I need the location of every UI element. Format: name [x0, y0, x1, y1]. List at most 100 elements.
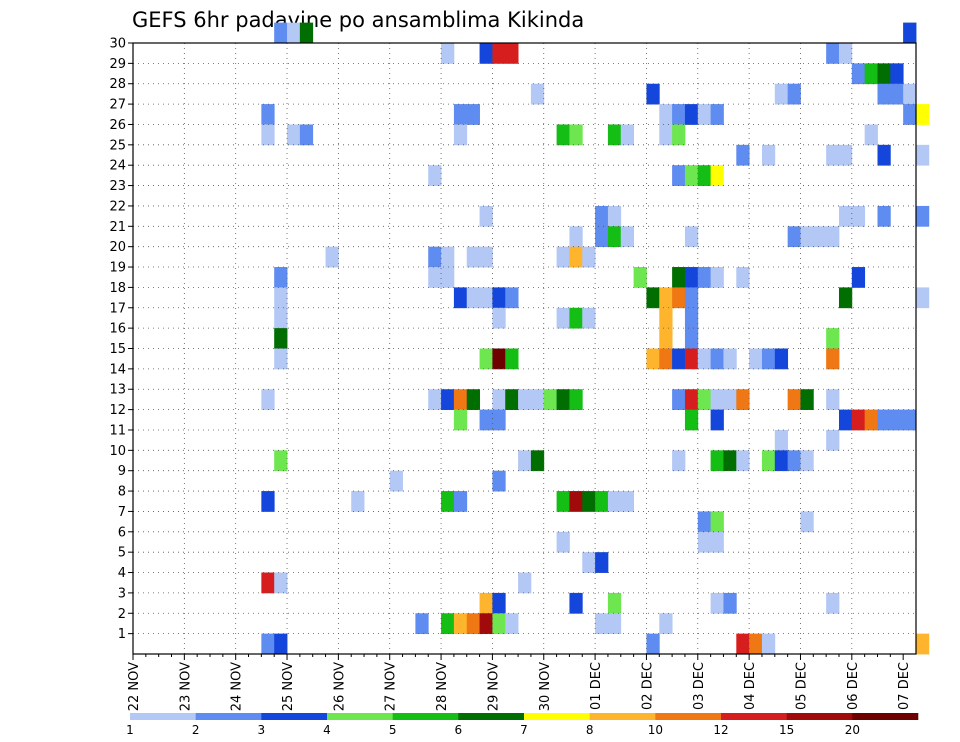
heatmap-cell	[659, 328, 673, 349]
y-tick-label: 22	[109, 199, 126, 214]
heatmap-cell	[274, 633, 288, 655]
y-tick-label: 6	[118, 525, 126, 540]
legend-label: 4	[323, 723, 331, 737]
heatmap-cell	[710, 409, 724, 431]
heatmap-cell	[492, 613, 506, 635]
heatmap-cell	[684, 389, 699, 410]
heatmap-cell	[607, 592, 622, 614]
heatmap-cell	[274, 22, 288, 44]
heatmap-cell	[453, 104, 468, 125]
y-tick-label: 24	[109, 159, 126, 174]
heatmap-cell	[518, 389, 532, 410]
heatmap-cell	[903, 104, 917, 125]
heatmap-cell	[864, 124, 878, 146]
legend-label: 3	[258, 723, 266, 737]
y-tick-label: 13	[109, 383, 126, 398]
heatmap-cell	[441, 43, 455, 64]
heatmap-cell	[428, 246, 442, 268]
heatmap-cell	[903, 83, 917, 105]
heatmap-cell	[274, 307, 288, 329]
color-legend: 1 2 3 4 5 6 7 8 10 12 15 20	[126, 713, 919, 737]
heatmap-cell	[441, 267, 455, 288]
heatmap-cell	[838, 43, 853, 64]
x-tick-label: 26 NOV	[332, 662, 347, 711]
heatmap-cell	[787, 450, 801, 472]
heatmap-cell	[274, 348, 288, 370]
legend-swatch	[458, 713, 525, 720]
legend-label: 5	[389, 723, 397, 737]
y-tick-label: 28	[109, 77, 126, 92]
heatmap-cell	[761, 348, 776, 370]
heatmap-cell	[903, 409, 917, 431]
heatmap-cell	[441, 491, 455, 512]
heatmap-cell	[723, 348, 737, 370]
y-tick-label: 15	[109, 342, 126, 357]
heatmap-cell	[466, 287, 480, 309]
heatmap-cell	[441, 613, 455, 635]
heatmap-cell	[479, 43, 493, 64]
heatmap-cell	[672, 450, 686, 472]
legend-swatch	[852, 713, 919, 720]
heatmap-cell	[659, 287, 673, 309]
y-tick-label: 23	[109, 179, 126, 194]
heatmap-cell	[749, 633, 763, 655]
heatmap-cell	[479, 287, 493, 309]
heatmap-cell	[659, 613, 673, 635]
heatmap-cell	[672, 287, 686, 309]
heatmap-cell	[851, 205, 866, 227]
heatmap-cell	[774, 83, 789, 105]
y-tick-label: 1	[118, 627, 126, 642]
y-tick-label: 20	[109, 240, 126, 255]
heatmap-cell	[274, 450, 288, 472]
heatmap-cell	[556, 531, 570, 553]
heatmap-cell	[684, 165, 699, 186]
heatmap-cell	[826, 389, 840, 410]
y-tick-label: 30	[109, 37, 126, 52]
heatmap-cell	[428, 267, 442, 288]
heatmap-cell	[505, 348, 519, 370]
y-tick-label: 16	[109, 322, 126, 337]
heatmap-cell	[697, 165, 712, 186]
heatmap-cell	[351, 491, 365, 512]
heatmap-cell	[672, 389, 686, 410]
x-tick-label: 04 DEC	[743, 662, 758, 710]
y-tick-label: 14	[109, 362, 126, 377]
heatmap-cell	[826, 348, 840, 370]
heatmap-cell	[787, 226, 801, 248]
heatmap-cell	[761, 633, 776, 655]
heatmap-cell	[595, 552, 609, 573]
heatmap-cell	[787, 389, 801, 410]
heatmap-cell	[505, 287, 519, 309]
y-tick-label: 18	[109, 281, 126, 296]
heatmap-cell	[826, 328, 840, 349]
heatmap-cell	[530, 389, 545, 410]
legend-label: 20	[845, 723, 860, 737]
heatmap-cell	[569, 307, 583, 329]
heatmap-cell	[595, 205, 609, 227]
heatmap-cell	[916, 633, 930, 655]
heatmap-cell	[492, 389, 506, 410]
heatmap-cell	[774, 429, 789, 451]
heatmap-cell	[607, 226, 622, 248]
y-tick-label: 10	[109, 444, 126, 459]
heatmap-cell	[261, 389, 275, 410]
heatmap-cell	[492, 43, 506, 64]
heatmap-cell	[710, 348, 724, 370]
y-tick-label: 8	[118, 485, 126, 500]
y-tick-label: 5	[118, 546, 126, 561]
y-tick-label: 25	[109, 138, 126, 153]
heatmap-cell	[453, 409, 468, 431]
heatmap-cell	[274, 267, 288, 288]
heatmap-cell	[800, 226, 814, 248]
heatmap-cell	[415, 613, 429, 635]
heatmap-cell	[851, 267, 866, 288]
heatmap-cell	[761, 144, 776, 166]
heatmap-cell	[774, 348, 789, 370]
y-tick-label: 2	[118, 607, 126, 622]
heatmap-cell	[453, 613, 468, 635]
heatmap-cell	[556, 389, 570, 410]
heatmap-cell	[569, 389, 583, 410]
heatmap-cell	[723, 389, 737, 410]
heatmap-cell	[620, 226, 635, 248]
